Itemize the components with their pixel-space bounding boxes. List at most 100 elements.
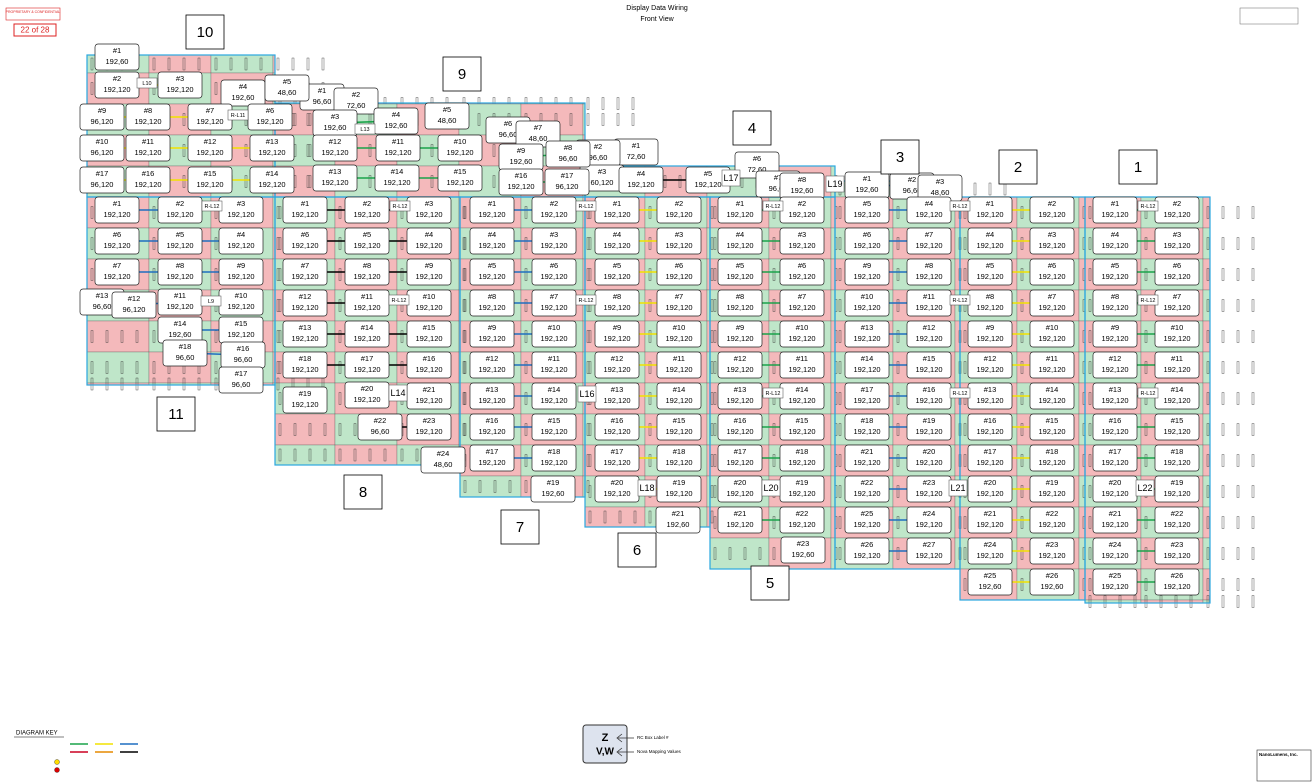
node-box bbox=[357, 413, 403, 441]
node-value: 192,120 bbox=[853, 520, 880, 529]
node-value: 192,120 bbox=[321, 178, 348, 187]
node-id: #20 bbox=[611, 478, 624, 487]
module bbox=[462, 237, 466, 250]
module bbox=[214, 57, 218, 71]
node-box bbox=[344, 351, 390, 379]
node-box bbox=[717, 413, 763, 441]
node-id: #20 bbox=[984, 478, 997, 487]
panel-tile bbox=[1078, 382, 1086, 415]
node-id: #16 bbox=[611, 416, 624, 425]
module bbox=[462, 392, 466, 405]
node-box bbox=[618, 166, 664, 194]
node-value: 192,120 bbox=[256, 117, 283, 126]
module bbox=[1088, 595, 1092, 608]
node-box bbox=[967, 568, 1013, 596]
company: NanoLumens, Inc. bbox=[1259, 752, 1298, 757]
module bbox=[1236, 268, 1240, 281]
node-value: 192,120 bbox=[446, 178, 473, 187]
node-value: 192,120 bbox=[227, 330, 254, 339]
node-value: 192,60 bbox=[856, 185, 879, 194]
panel-tile bbox=[1078, 413, 1086, 446]
node-value: 192,120 bbox=[1163, 303, 1190, 312]
link-box bbox=[354, 123, 376, 135]
node-id: #18 bbox=[548, 447, 561, 456]
node-id: #7 bbox=[925, 230, 933, 239]
module bbox=[896, 268, 900, 281]
module bbox=[648, 299, 652, 312]
module bbox=[710, 206, 714, 219]
node-value: 192,120 bbox=[540, 365, 567, 374]
link-label: R-L12 bbox=[579, 204, 594, 210]
legend-label: Nova Mapping Values bbox=[637, 749, 681, 754]
node-id: #5 bbox=[176, 230, 184, 239]
panel-tile bbox=[1078, 289, 1086, 322]
node-value: 192,120 bbox=[853, 365, 880, 374]
node-id: #12 bbox=[299, 292, 312, 301]
node-id: #26 bbox=[861, 540, 874, 549]
node-id: #17 bbox=[611, 447, 624, 456]
node-value: 192,120 bbox=[1101, 458, 1128, 467]
node-value: 192,120 bbox=[915, 210, 942, 219]
node-value: 96,120 bbox=[91, 117, 114, 126]
link-box bbox=[948, 479, 968, 497]
module bbox=[896, 516, 900, 529]
key-title: DIAGRAM KEY bbox=[16, 731, 58, 737]
node-value: 192,120 bbox=[788, 272, 815, 281]
node-value: 192,120 bbox=[788, 210, 815, 219]
node-id: #15 bbox=[1171, 416, 1184, 425]
node-box bbox=[1029, 382, 1075, 410]
module bbox=[430, 175, 434, 188]
module bbox=[353, 448, 357, 462]
module bbox=[368, 175, 372, 188]
module bbox=[1206, 595, 1210, 608]
node-box bbox=[498, 168, 544, 196]
legend-box bbox=[582, 724, 628, 764]
node-box bbox=[125, 166, 171, 194]
panel-tile bbox=[1078, 351, 1086, 384]
node-box bbox=[1154, 475, 1200, 503]
module bbox=[1088, 516, 1092, 529]
module bbox=[1159, 595, 1163, 608]
node-value: 192,120 bbox=[1163, 489, 1190, 498]
node-value: 192,120 bbox=[353, 210, 380, 219]
node-value: 192,120 bbox=[258, 180, 285, 189]
node-box bbox=[94, 227, 140, 255]
module bbox=[524, 206, 528, 219]
node-id: #10 bbox=[673, 323, 686, 332]
module bbox=[1088, 392, 1092, 405]
node-id: #7 bbox=[206, 106, 214, 115]
node-box bbox=[967, 258, 1013, 286]
link-label: R-L12 bbox=[205, 204, 220, 210]
module bbox=[152, 57, 156, 71]
section-label: 5 bbox=[766, 575, 774, 592]
module bbox=[648, 392, 652, 405]
node-value: 192,60 bbox=[792, 550, 815, 559]
node-box bbox=[157, 71, 203, 99]
node-box bbox=[406, 258, 452, 286]
node-value: 192,120 bbox=[166, 302, 193, 311]
node-id: #3 bbox=[1173, 230, 1181, 239]
node-box bbox=[469, 413, 515, 441]
section-label-box bbox=[500, 509, 540, 545]
node-id: #12 bbox=[128, 294, 141, 303]
node-value: 192,120 bbox=[103, 241, 130, 250]
section-label: 7 bbox=[516, 519, 524, 536]
link-box bbox=[762, 387, 784, 399]
node-id: #22 bbox=[374, 416, 387, 425]
module bbox=[1206, 299, 1210, 312]
node-box bbox=[967, 320, 1013, 348]
node-id: #10 bbox=[96, 137, 109, 146]
node-value: 192,120 bbox=[1163, 520, 1190, 529]
node-value: 48,60 bbox=[434, 460, 453, 469]
module bbox=[400, 330, 404, 343]
module bbox=[338, 268, 342, 281]
node-box bbox=[594, 320, 640, 348]
module bbox=[963, 361, 967, 374]
node-id: #13 bbox=[1109, 385, 1122, 394]
module bbox=[1236, 485, 1240, 498]
node-box bbox=[967, 351, 1013, 379]
node-value: 192,120 bbox=[1163, 551, 1190, 560]
module bbox=[710, 454, 714, 467]
node-id: #1 bbox=[613, 199, 621, 208]
module bbox=[1206, 423, 1210, 436]
